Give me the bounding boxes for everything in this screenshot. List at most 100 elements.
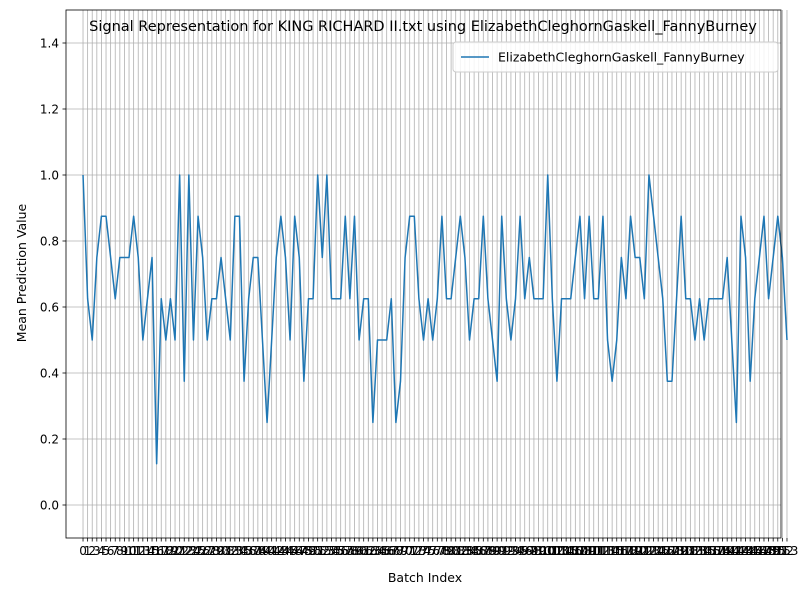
- x-tick-label: 132: [679, 544, 702, 558]
- x-tick-label: 71: [402, 544, 417, 558]
- x-tick-label: 63: [365, 544, 380, 558]
- x-tick-label: 50: [305, 544, 320, 558]
- x-tick-label: 129: [665, 544, 688, 558]
- x-tick-label: 90: [489, 544, 504, 558]
- x-tick-label: 152: [771, 544, 794, 558]
- y-tick-label: 1.0: [40, 169, 59, 183]
- x-tick-label: 39: [255, 544, 270, 558]
- x-tick-label: 4: [98, 544, 106, 558]
- x-tick-label: 138: [707, 544, 730, 558]
- x-tick-label: 76: [425, 544, 440, 558]
- series-line: [82, 174, 788, 465]
- x-tick-label: 153: [776, 544, 799, 558]
- x-axis-label: Batch Index: [388, 570, 462, 585]
- x-tick-label: 82: [453, 544, 468, 558]
- y-tick-label: 1.4: [40, 37, 59, 51]
- x-tick-label: 148: [753, 544, 776, 558]
- x-tick-label: 150: [762, 544, 785, 558]
- x-tick-label: 5: [102, 544, 110, 558]
- x-tick-label: 137: [702, 544, 725, 558]
- x-tick-label: 60: [351, 544, 366, 558]
- x-tick-label: 105: [555, 544, 578, 558]
- x-tick-label: 31: [218, 544, 233, 558]
- x-tick-label: 33: [227, 544, 242, 558]
- x-tick-label: 120: [624, 544, 647, 558]
- x-tick-label: 22: [177, 544, 192, 558]
- x-tick-label: 26: [195, 544, 210, 558]
- x-tick-label: 77: [430, 544, 445, 558]
- x-tick-label: 144: [734, 544, 757, 558]
- x-tick-label: 88: [480, 544, 495, 558]
- x-tick-label: 139: [711, 544, 734, 558]
- x-tick-label: 119: [619, 544, 642, 558]
- x-tick-label: 0: [79, 544, 87, 558]
- x-tick-label: 111: [582, 544, 605, 558]
- x-tick-label: 126: [651, 544, 674, 558]
- x-tick-label: 101: [536, 544, 559, 558]
- x-tick-label: 27: [200, 544, 215, 558]
- x-tick-label: 79: [439, 544, 454, 558]
- x-tick-label: 25: [190, 544, 205, 558]
- x-tick-label: 116: [605, 544, 628, 558]
- x-tick-label: 115: [601, 544, 624, 558]
- x-tick-label: 114: [596, 544, 619, 558]
- x-tick-label: 65: [374, 544, 389, 558]
- x-tick-label: 131: [674, 544, 697, 558]
- x-tick-label: 124: [642, 544, 665, 558]
- x-tick-label: 43: [273, 544, 288, 558]
- x-tick-label: 66: [379, 544, 394, 558]
- x-tick-label: 41: [264, 544, 279, 558]
- x-tick-label: 11: [126, 544, 141, 558]
- x-tick-label: 34: [232, 544, 247, 558]
- x-tick-label: 145: [739, 544, 762, 558]
- x-tick-label: 147: [748, 544, 771, 558]
- y-gridlines: [66, 42, 781, 506]
- legend: ElizabethCleghornGaskell_FannyBurney: [452, 41, 779, 73]
- x-tick-label: 54: [324, 544, 339, 558]
- y-tick-label: 1.2: [40, 103, 59, 117]
- x-tick-label: 130: [670, 544, 693, 558]
- x-tick-label: 70: [397, 544, 412, 558]
- x-gridlines: [82, 10, 788, 538]
- x-tick-label: 96: [517, 544, 532, 558]
- y-axis-label: Mean Prediction Value: [14, 203, 29, 342]
- x-tick-label: 15: [144, 544, 159, 558]
- x-tick-label: 6: [107, 544, 115, 558]
- x-tick-label: 73: [411, 544, 426, 558]
- x-tick-label: 10: [121, 544, 136, 558]
- x-tick-label: 143: [730, 544, 753, 558]
- x-tick-label: 57: [338, 544, 353, 558]
- x-tick-label: 67: [384, 544, 399, 558]
- x-tick-label: 133: [684, 544, 707, 558]
- legend-box: [452, 41, 779, 73]
- x-tick-label: 69: [393, 544, 408, 558]
- x-tick-label: 14: [140, 544, 155, 558]
- x-tick-label: 17: [154, 544, 169, 558]
- x-tick-label: 83: [457, 544, 472, 558]
- x-tick-label: 56: [333, 544, 348, 558]
- x-tick-label: 95: [512, 544, 527, 558]
- x-tick-label: 100: [532, 544, 555, 558]
- y-tick-label: 0.2: [40, 433, 59, 447]
- x-tick-label: 93: [503, 544, 518, 558]
- x-tick-label: 1: [84, 544, 92, 558]
- x-tick-label: 102: [541, 544, 564, 558]
- x-tick-label: 113: [591, 544, 614, 558]
- x-tick-label: 51: [310, 544, 325, 558]
- x-tick-label: 122: [633, 544, 656, 558]
- x-tick-label: 2: [88, 544, 96, 558]
- x-tick-label: 23: [181, 544, 196, 558]
- x-tick-label: 121: [628, 544, 651, 558]
- x-tick-label: 99: [531, 544, 546, 558]
- x-tick-label: 48: [296, 544, 311, 558]
- x-tick-label: 84: [462, 544, 477, 558]
- x-tick-label: 30: [213, 544, 228, 558]
- x-tick-label: 24: [186, 544, 201, 558]
- x-tick-label: 91: [494, 544, 509, 558]
- x-tick-label: 46: [287, 544, 302, 558]
- x-tick-label: 141: [720, 544, 743, 558]
- x-tick-label: 9: [121, 544, 129, 558]
- x-tick-label: 94: [508, 544, 523, 558]
- x-tick-label: 125: [647, 544, 670, 558]
- x-tick-label: 109: [573, 544, 596, 558]
